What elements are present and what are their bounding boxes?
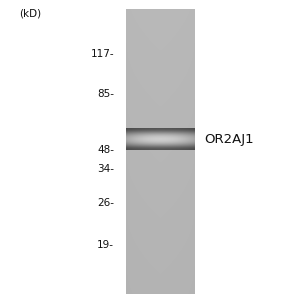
Text: OR2AJ1: OR2AJ1 <box>204 133 254 146</box>
Text: 48-: 48- <box>97 145 114 155</box>
Text: 85-: 85- <box>97 89 114 100</box>
Text: 34-: 34- <box>97 164 114 175</box>
Text: 26-: 26- <box>97 197 114 208</box>
Text: 117-: 117- <box>90 49 114 59</box>
Text: 19-: 19- <box>97 239 114 250</box>
Text: (kD): (kD) <box>19 9 41 19</box>
